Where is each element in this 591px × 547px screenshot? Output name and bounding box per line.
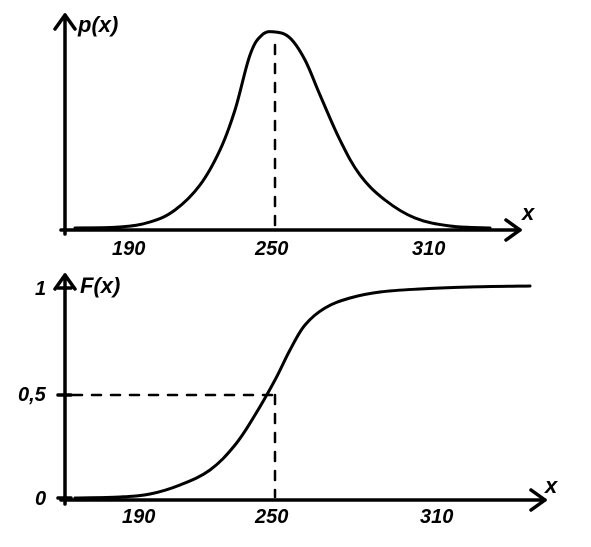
- bottom-xtick-1: 250: [255, 506, 288, 529]
- bottom-ytick-0: 1: [35, 278, 46, 301]
- top-xtick-0: 190: [112, 238, 145, 261]
- bottom-xtick-0: 190: [122, 506, 155, 529]
- top-xtick-2: 310: [412, 238, 445, 261]
- top-x-axis-label: x: [522, 200, 534, 226]
- bottom-x-axis-label: x: [545, 473, 557, 499]
- bottom-y-axis-label: F(x): [80, 273, 120, 299]
- top-xtick-1: 250: [255, 238, 288, 261]
- top-y-axis-label: p(x): [78, 12, 118, 38]
- bottom-xtick-2: 310: [420, 506, 453, 529]
- figure-container: { "canvas": { "width": 591, "height": 54…: [0, 0, 591, 547]
- bottom-ytick-1: 0,5: [18, 384, 46, 407]
- bottom-ytick-2: 0: [35, 488, 46, 511]
